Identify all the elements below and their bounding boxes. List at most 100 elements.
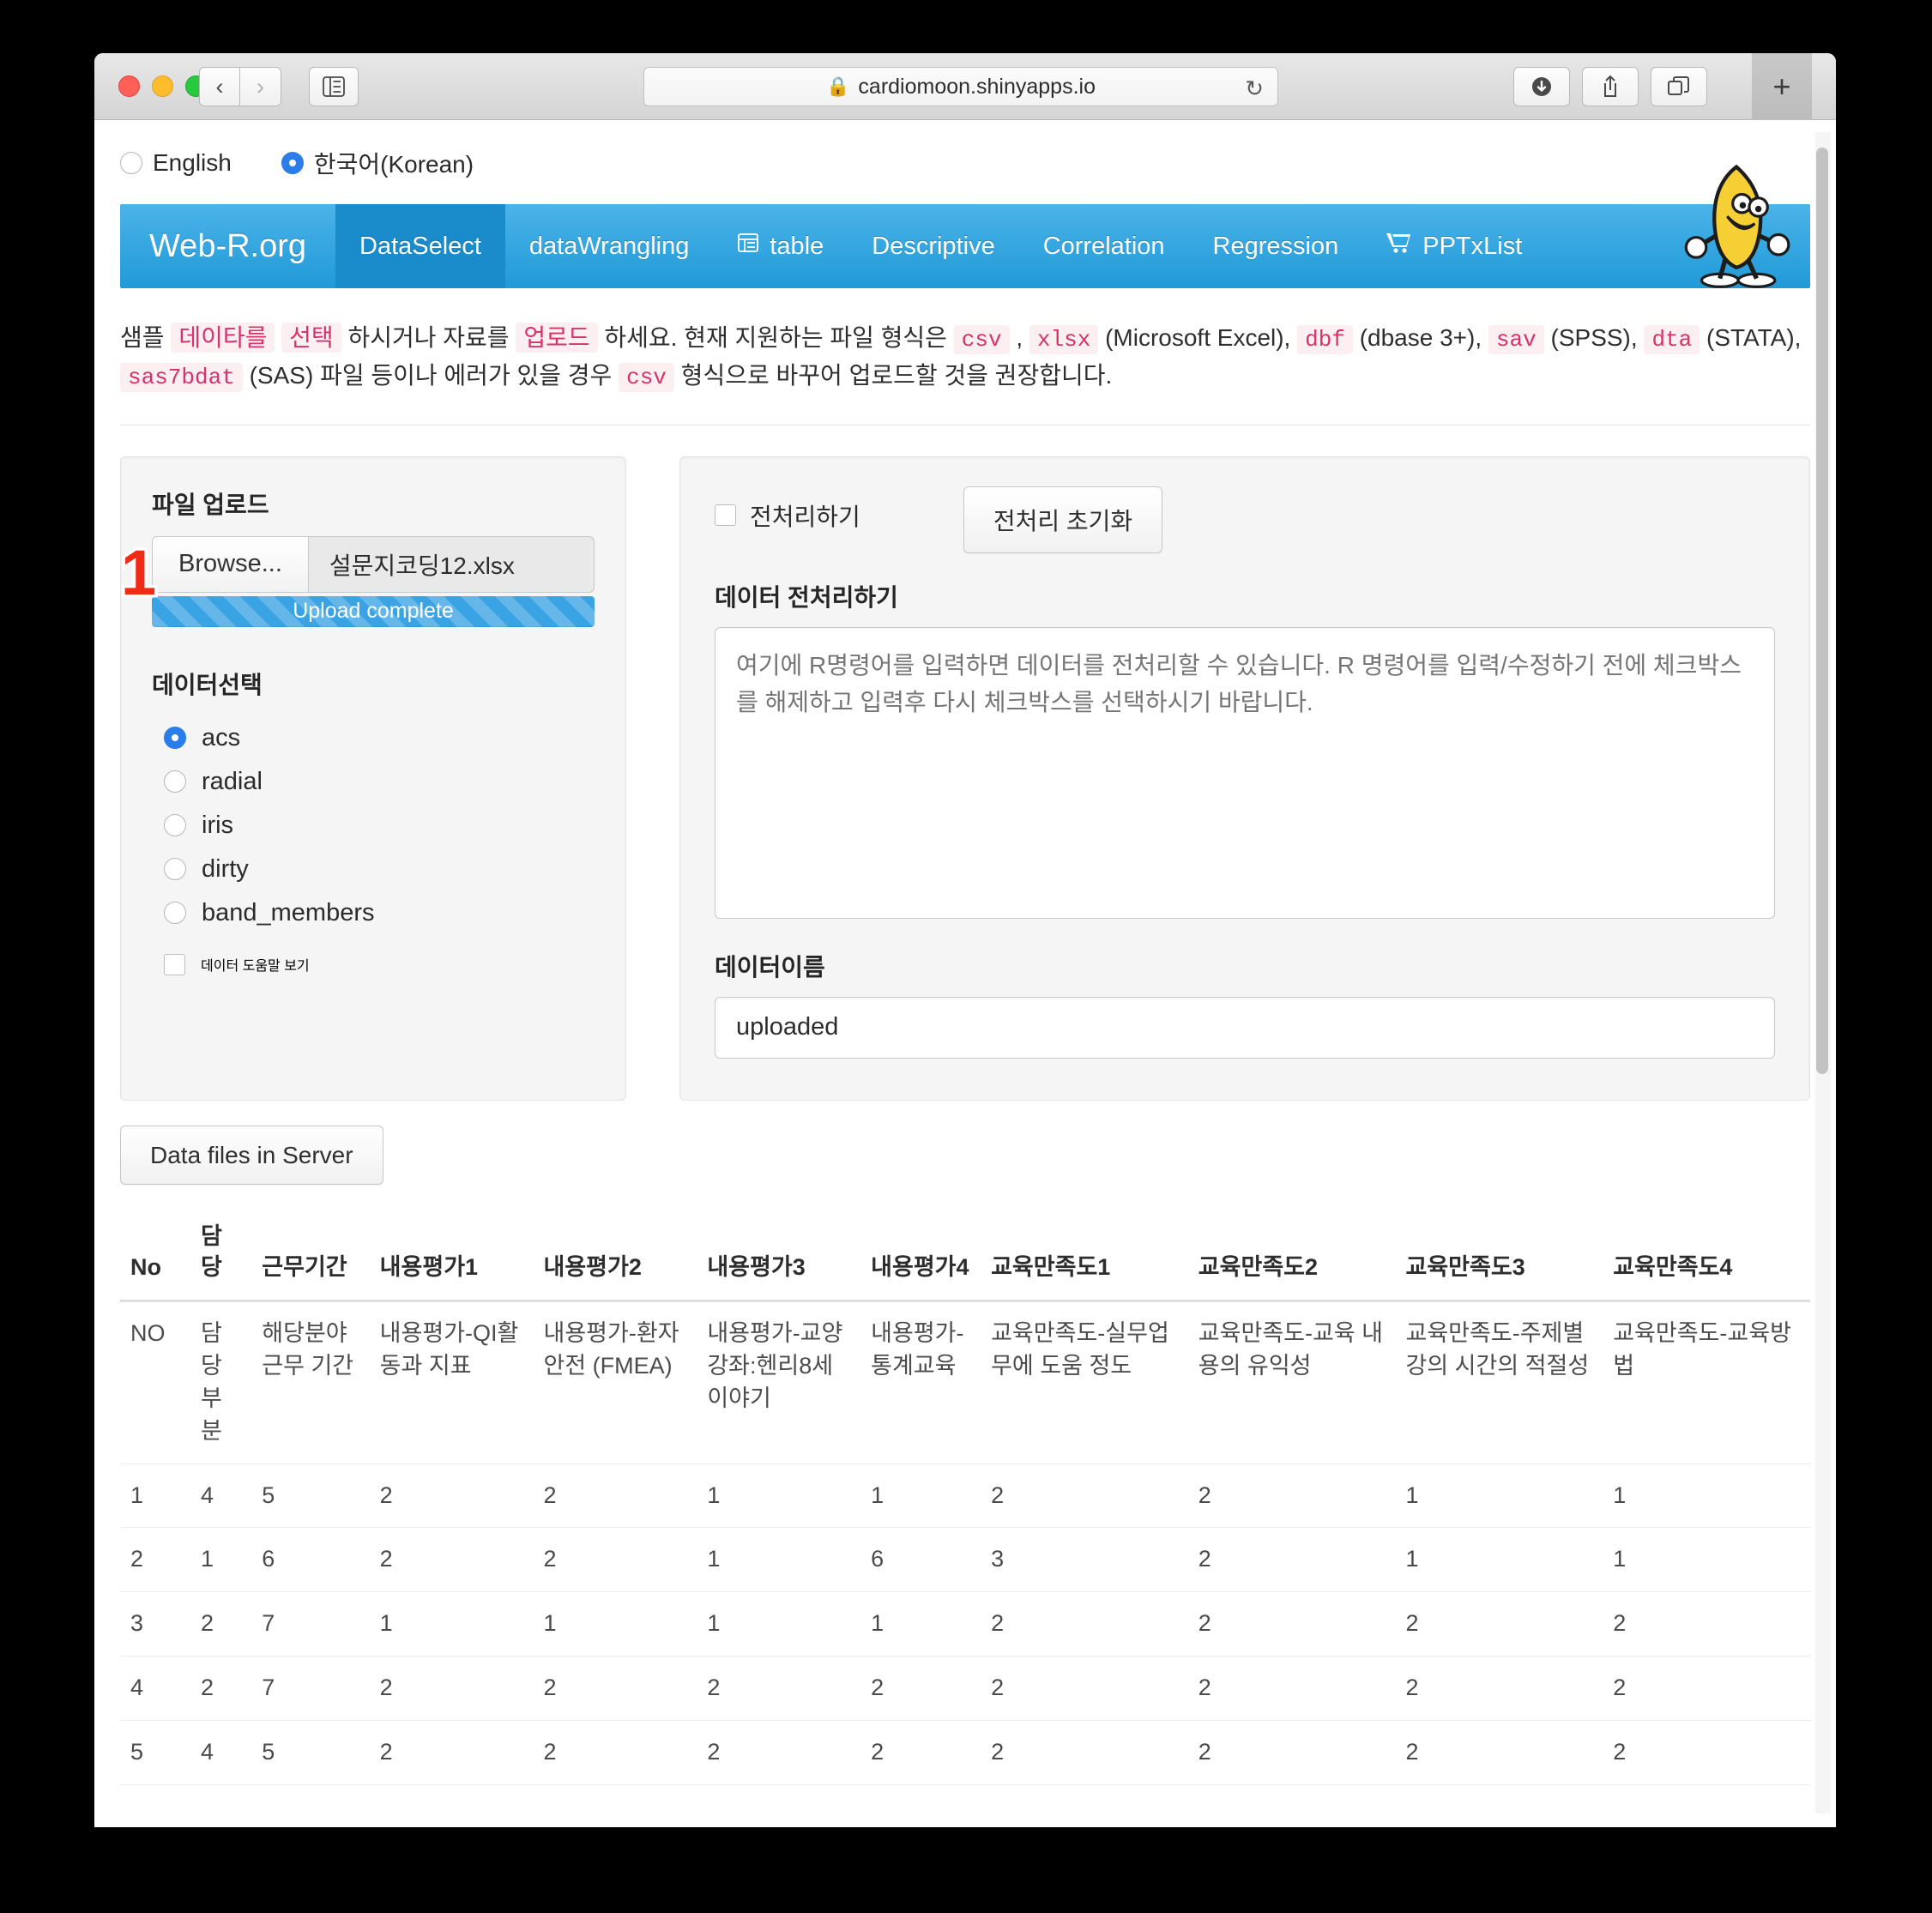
intro-part-2 bbox=[275, 324, 281, 351]
cell: 교육만족도-교육방법 bbox=[1603, 1300, 1810, 1464]
tabs-icon[interactable] bbox=[1651, 67, 1707, 106]
cell: 2 bbox=[1187, 1720, 1396, 1785]
upload-progress-label: Upload complete bbox=[293, 599, 454, 624]
cell: 1 bbox=[697, 1591, 861, 1657]
radio-english[interactable] bbox=[120, 152, 142, 174]
cell: 2 bbox=[860, 1656, 981, 1721]
dataset-option-iris[interactable]: iris bbox=[152, 804, 595, 848]
cell: 1 bbox=[369, 1591, 534, 1657]
page-content: English 한국어(Korean) Web-R.org DataSelect… bbox=[94, 120, 1836, 1827]
back-icon[interactable]: ‹ bbox=[199, 67, 240, 106]
file-upload-title: 파일 업로드 bbox=[152, 491, 269, 518]
dataset-label-dirty: dirty bbox=[202, 854, 249, 883]
cell: 1 bbox=[190, 1527, 252, 1593]
nav-item-descriptive[interactable]: Descriptive bbox=[848, 204, 1018, 288]
address-bar[interactable]: 🔒 cardiomoon.shinyapps.io ↻ bbox=[643, 67, 1278, 106]
table-row: 2 1 6 2 2 1 6 3 2 1 1 bbox=[120, 1527, 1810, 1593]
intro-part-1: 샘플 bbox=[120, 324, 172, 351]
preprocess-top-row: 전처리하기 전처리 초기화 bbox=[715, 486, 1775, 553]
col-edusat1[interactable]: 교육만족도1 bbox=[981, 1206, 1188, 1303]
browser-window: ‹ › 🔒 cardiomoon.shinyapps.io ↻ bbox=[94, 53, 1836, 1827]
language-option-korean[interactable]: 한국어(Korean) bbox=[281, 146, 474, 180]
language-option-english[interactable]: English bbox=[120, 149, 232, 177]
file-input[interactable]: Browse... 설문지코딩12.xlsx bbox=[152, 535, 595, 593]
sidebar-icon[interactable] bbox=[309, 67, 359, 106]
share-icon[interactable] bbox=[1582, 67, 1639, 106]
dataset-option-dirty[interactable]: dirty bbox=[152, 848, 595, 891]
cell: 2 bbox=[1187, 1591, 1396, 1657]
new-tab-button[interactable]: + bbox=[1752, 53, 1812, 120]
format-sav: sav bbox=[1488, 325, 1544, 354]
cell: 1 bbox=[697, 1463, 861, 1529]
radio-korean[interactable] bbox=[281, 152, 304, 174]
col-edusat2[interactable]: 교육만족도2 bbox=[1187, 1206, 1396, 1303]
forward-icon[interactable]: › bbox=[240, 67, 281, 106]
nav-item-datawrangling[interactable]: dataWrangling bbox=[505, 204, 713, 288]
cell: 2 bbox=[533, 1527, 697, 1593]
cell: 2 bbox=[369, 1463, 534, 1529]
radio-acs[interactable] bbox=[164, 727, 186, 750]
cell: 1 bbox=[533, 1591, 697, 1657]
format-dta: dta bbox=[1644, 325, 1700, 354]
data-files-in-server-button[interactable]: Data files in Server bbox=[120, 1125, 383, 1185]
cell: 6 bbox=[251, 1527, 370, 1593]
close-window-button[interactable] bbox=[118, 75, 140, 97]
col-geunmu[interactable]: 근무기간 bbox=[251, 1206, 370, 1303]
dataset-option-acs[interactable]: acs bbox=[152, 716, 595, 760]
intro-keyword-upload: 업로드 bbox=[516, 323, 598, 353]
nav-item-dataselect[interactable]: DataSelect bbox=[335, 204, 505, 288]
cell: 2 bbox=[981, 1463, 1188, 1529]
cell: 내용평가-환자안전 (FMEA) bbox=[533, 1300, 697, 1464]
format-csv: csv bbox=[953, 325, 1010, 354]
checkbox-data-help[interactable] bbox=[164, 953, 185, 975]
nav-item-table[interactable]: table bbox=[713, 204, 848, 288]
cell: NO bbox=[120, 1300, 191, 1464]
vertical-scrollbar-thumb[interactable] bbox=[1816, 148, 1828, 1074]
nav-item-regression[interactable]: Regression bbox=[1189, 204, 1363, 288]
col-edusat4[interactable]: 교육만족도4 bbox=[1603, 1206, 1810, 1303]
nav-label-regression: Regression bbox=[1212, 232, 1339, 260]
preprocess-textarea[interactable] bbox=[715, 626, 1775, 919]
table-row: NO 담당부분 해당분야 근무 기간 내용평가-QI활동과 지표 내용평가-환자… bbox=[120, 1300, 1810, 1464]
preprocess-reset-button[interactable]: 전처리 초기화 bbox=[963, 486, 1163, 553]
col-naeyong2[interactable]: 내용평가2 bbox=[533, 1206, 697, 1303]
download-icon[interactable] bbox=[1513, 67, 1570, 106]
radio-radial[interactable] bbox=[164, 770, 186, 794]
checkbox-preprocess[interactable] bbox=[715, 504, 736, 527]
nav-label-dataselect: DataSelect bbox=[359, 232, 481, 260]
reload-icon[interactable]: ↻ bbox=[1245, 75, 1264, 101]
dataset-option-band-members[interactable]: band_members bbox=[152, 891, 595, 935]
cell: 2 bbox=[1187, 1527, 1396, 1593]
nav-buttons: ‹ › bbox=[199, 67, 281, 106]
cell: 4 bbox=[190, 1720, 252, 1785]
col-edusat3[interactable]: 교육만족도3 bbox=[1395, 1206, 1603, 1303]
col-no[interactable]: No bbox=[120, 1206, 191, 1303]
col-naeyong3[interactable]: 내용평가3 bbox=[697, 1206, 861, 1303]
nav-item-correlation[interactable]: Correlation bbox=[1019, 204, 1189, 288]
cell: 2 bbox=[860, 1720, 981, 1785]
window-controls bbox=[118, 75, 207, 97]
brand-logo[interactable]: Web-R.org bbox=[149, 227, 307, 264]
radio-dirty[interactable] bbox=[164, 858, 186, 881]
col-naeyong4[interactable]: 내용평가4 bbox=[860, 1206, 981, 1303]
radio-iris[interactable] bbox=[164, 814, 186, 837]
cell: 3 bbox=[120, 1591, 191, 1657]
minimize-window-button[interactable] bbox=[152, 75, 173, 97]
col-naeyong1[interactable]: 내용평가1 bbox=[369, 1206, 534, 1303]
cell: 2 bbox=[190, 1656, 252, 1721]
nav-item-pptxlist[interactable]: PPTxList bbox=[1362, 204, 1546, 288]
radio-band-members[interactable] bbox=[164, 902, 186, 925]
preprocess-panel: 전처리하기 전처리 초기화 데이터 전처리하기 데이터이름 bbox=[679, 456, 1810, 1101]
table-row: 3 2 7 1 1 1 1 2 2 2 2 bbox=[120, 1591, 1810, 1657]
lock-icon: 🔒 bbox=[826, 75, 850, 97]
preprocess-checkbox-row[interactable]: 전처리하기 bbox=[715, 486, 860, 533]
dataname-input[interactable] bbox=[715, 996, 1775, 1059]
col-dang[interactable]: 담당 bbox=[190, 1206, 252, 1303]
vertical-scrollbar-track[interactable] bbox=[1815, 132, 1831, 1813]
browse-button[interactable]: Browse... bbox=[153, 536, 309, 592]
dataset-option-radial[interactable]: radial bbox=[152, 760, 595, 804]
cell: 2 bbox=[533, 1656, 697, 1721]
cell: 4 bbox=[190, 1463, 252, 1529]
table-row: 4 2 7 2 2 2 2 2 2 2 2 bbox=[120, 1656, 1810, 1721]
data-help-checkbox-row[interactable]: 데이터 도움말 보기 bbox=[152, 935, 595, 975]
